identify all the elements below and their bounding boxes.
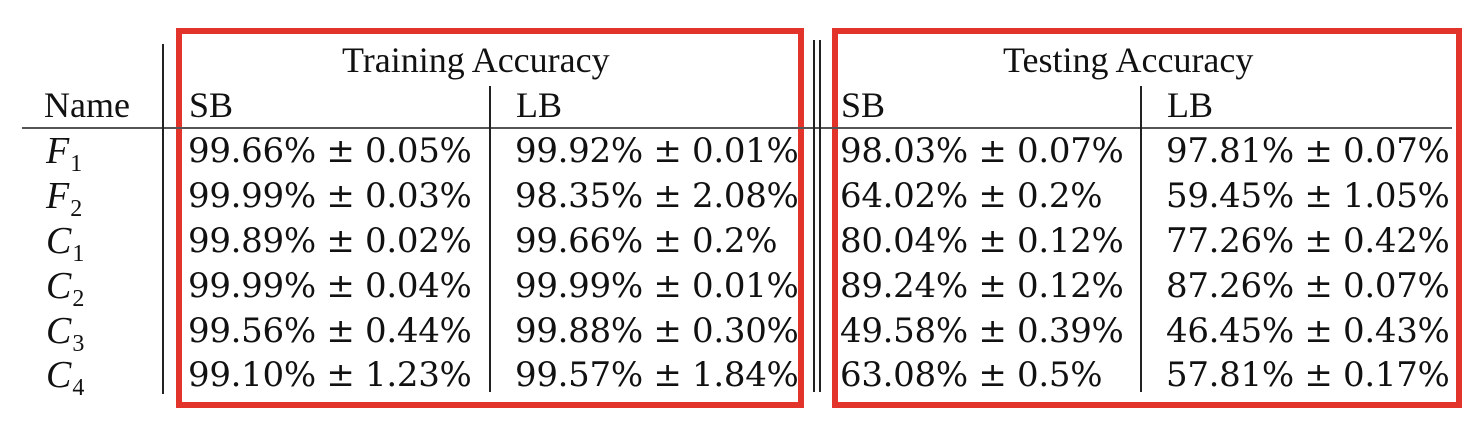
cell-test-lb: 97.81% ± 0.07% — [1166, 131, 1450, 171]
row-name: C4 — [46, 354, 85, 401]
training-highlight-box — [176, 28, 804, 408]
header-rule — [22, 127, 1452, 129]
testing-accuracy-header: Testing Accuracy — [1003, 40, 1254, 80]
cell-train-sb: 99.89% ± 0.02% — [188, 221, 472, 261]
cell-test-sb: 49.58% ± 0.39% — [840, 311, 1124, 351]
cell-test-sb: 64.02% ± 0.2% — [840, 176, 1103, 216]
cell-train-lb: 99.88% ± 0.30% — [515, 311, 799, 351]
testing-highlight-box — [832, 28, 1462, 408]
cell-test-sb: 80.04% ± 0.12% — [840, 221, 1124, 261]
cell-test-lb: 59.45% ± 1.05% — [1166, 176, 1450, 216]
cell-train-lb: 99.57% ± 1.84% — [515, 355, 799, 395]
training-sb-lb-rule — [489, 86, 491, 392]
group-separator-rule-left — [813, 40, 815, 392]
group-separator-rule-right — [819, 40, 821, 392]
testing-sb-lb-rule — [1140, 86, 1142, 392]
cell-test-lb: 57.81% ± 0.17% — [1166, 355, 1450, 395]
cell-train-lb: 98.35% ± 2.08% — [515, 176, 799, 216]
cell-train-lb: 99.92% ± 0.01% — [515, 131, 799, 171]
cell-train-sb: 99.10% ± 1.23% — [188, 355, 472, 395]
training-accuracy-header: Training Accuracy — [342, 40, 610, 80]
test-sb-header: SB — [841, 85, 886, 125]
cell-train-sb: 99.56% ± 0.44% — [188, 311, 472, 351]
cell-train-sb: 99.99% ± 0.04% — [188, 266, 472, 306]
name-column-rule — [162, 44, 164, 394]
cell-train-sb: 99.99% ± 0.03% — [188, 176, 472, 216]
row-name: C3 — [46, 310, 85, 357]
row-name: C1 — [46, 220, 85, 267]
train-sb-header: SB — [189, 85, 234, 125]
cell-test-lb: 77.26% ± 0.42% — [1166, 221, 1450, 261]
cell-test-lb: 87.26% ± 0.07% — [1166, 266, 1450, 306]
name-header: Name — [44, 85, 130, 125]
row-name: F2 — [46, 175, 83, 222]
cell-test-sb: 89.24% ± 0.12% — [840, 266, 1124, 306]
test-lb-header: LB — [1167, 85, 1214, 125]
row-name: F1 — [46, 130, 83, 177]
cell-train-lb: 99.99% ± 0.01% — [515, 266, 799, 306]
cell-train-sb: 99.66% ± 0.05% — [188, 131, 472, 171]
cell-train-lb: 99.66% ± 0.2% — [515, 221, 778, 261]
train-lb-header: LB — [516, 85, 563, 125]
cell-test-lb: 46.45% ± 0.43% — [1166, 311, 1450, 351]
row-name: C2 — [46, 265, 85, 312]
cell-test-sb: 98.03% ± 0.07% — [840, 131, 1124, 171]
cell-test-sb: 63.08% ± 0.5% — [840, 355, 1103, 395]
